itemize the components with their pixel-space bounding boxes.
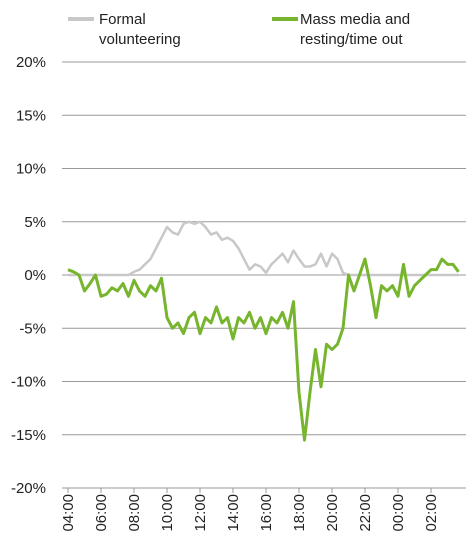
x-tick-label: 10:00 xyxy=(159,494,176,532)
legend-label: Formal volunteering xyxy=(99,11,181,48)
y-tick-label: 15% xyxy=(16,107,46,124)
x-tick-label: 18:00 xyxy=(291,494,308,532)
x-tick-label: 04:00 xyxy=(60,494,77,532)
y-tick-label: -10% xyxy=(11,374,46,391)
legend-label: Mass media and resting/time out xyxy=(300,11,411,48)
y-tick-label: -20% xyxy=(11,480,46,497)
y-tick-label: 20% xyxy=(16,54,46,71)
x-tick-label: 22:00 xyxy=(357,494,374,532)
y-tick-label: -15% xyxy=(11,427,46,444)
x-tick-label: 06:00 xyxy=(93,494,110,532)
x-tick-label: 08:00 xyxy=(126,494,143,532)
x-tick-label: 00:00 xyxy=(390,494,407,532)
y-tick-label: 5% xyxy=(24,214,46,231)
x-tick-label: 16:00 xyxy=(258,494,275,532)
line-series xyxy=(67,257,460,442)
y-tick-label: 10% xyxy=(16,161,46,178)
y-tick-label: -5% xyxy=(19,320,46,337)
x-tick-label: 14:00 xyxy=(225,494,242,532)
x-tick-label: 02:00 xyxy=(423,494,440,532)
y-tick-label: 0% xyxy=(24,267,46,284)
x-tick-label: 12:00 xyxy=(192,494,209,532)
x-tick-label: 20:00 xyxy=(324,494,341,532)
line-series xyxy=(68,220,459,277)
